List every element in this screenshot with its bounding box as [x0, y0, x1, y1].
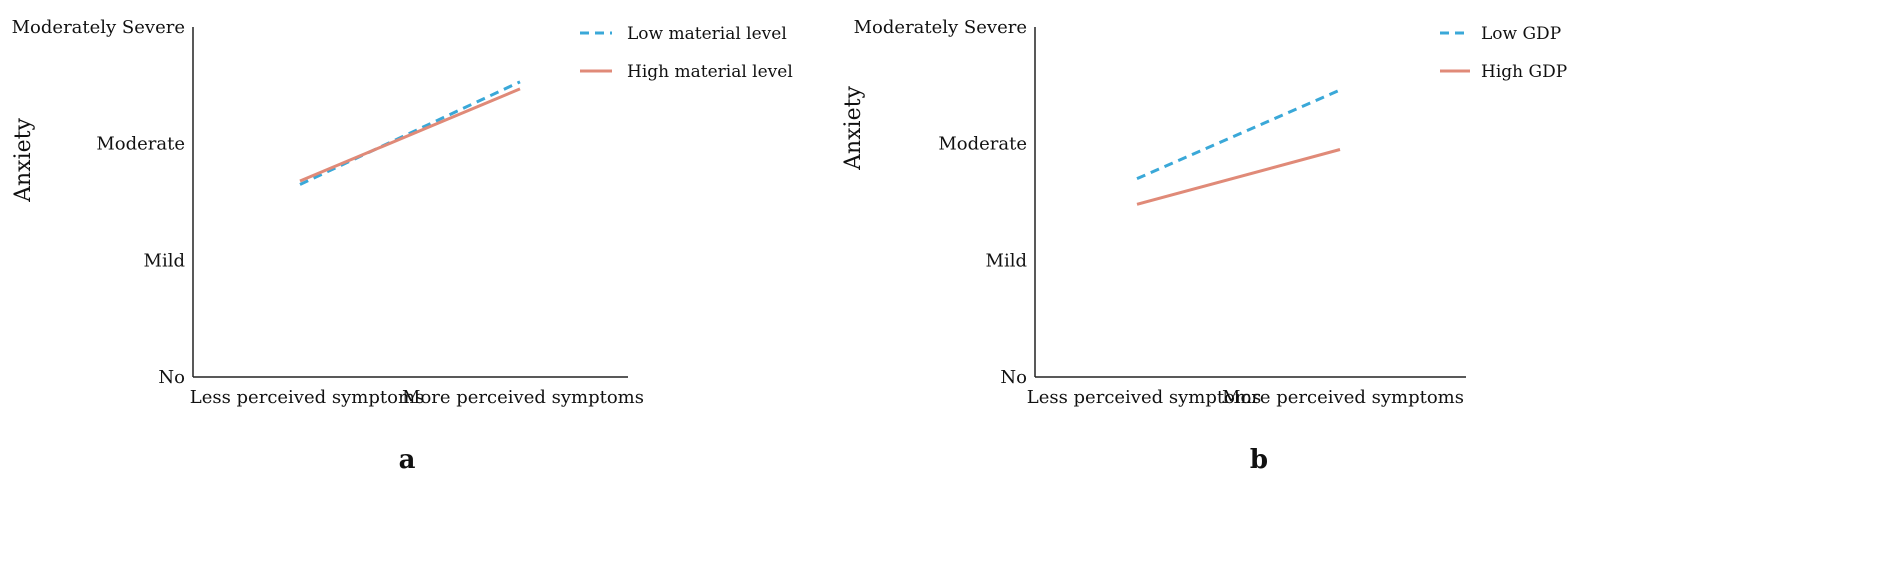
legend-label: Low material level — [627, 24, 787, 44]
chart-panel-a: No Mild Moderate Moderately Severe Anxiety Le… — [11, 17, 793, 475]
x-tick-label: More perceived symptoms — [1222, 387, 1464, 408]
y-tick-label: Mild — [144, 250, 185, 271]
y-tick-label: No — [158, 367, 185, 388]
panel-label: a — [399, 445, 416, 475]
panel-label: b — [1250, 445, 1268, 475]
series-line-low-material-level — [299, 80, 521, 186]
legend-label: High material level — [627, 62, 793, 82]
y-tick-label: No — [1000, 367, 1027, 388]
y-axis-label: Anxiety — [841, 86, 866, 171]
legend-label: Low GDP — [1481, 24, 1561, 44]
legend-label: High GDP — [1481, 62, 1567, 82]
x-tick-label: Less perceived symptoms — [1027, 387, 1262, 408]
x-tick-label: Less perceived symptoms — [190, 387, 425, 408]
y-tick-label: Moderately Severe — [854, 17, 1027, 38]
series-line-high-gdp — [1136, 148, 1341, 206]
y-tick-label: Mild — [986, 250, 1027, 271]
chart-panel-b: No Mild Moderate Moderately Severe Anxiety Le… — [841, 17, 1567, 475]
series-line-low-gdp — [1136, 88, 1341, 181]
y-tick-label: Moderate — [96, 134, 185, 155]
y-tick-label: Moderately Severe — [12, 17, 185, 38]
x-tick-label: More perceived symptoms — [402, 387, 644, 408]
series-line-high-material-level — [299, 87, 521, 183]
y-axis-label: Anxiety — [11, 118, 36, 203]
y-tick-label: Moderate — [938, 134, 1027, 155]
